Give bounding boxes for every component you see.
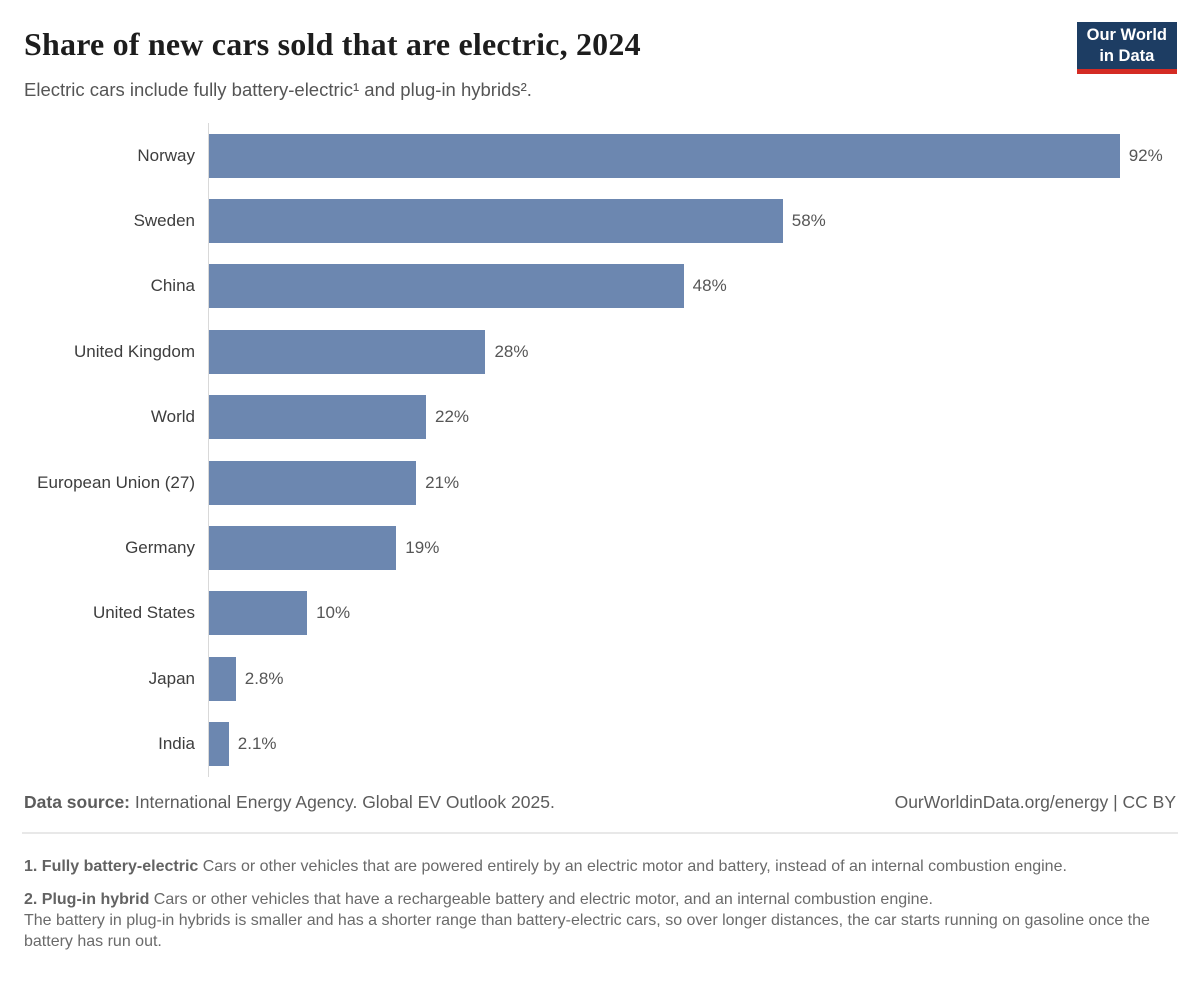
- bar[interactable]: [208, 526, 397, 571]
- bar[interactable]: [208, 656, 236, 701]
- y-axis-line: [208, 123, 209, 777]
- bar-value-label: 2.1%: [237, 734, 277, 754]
- owid-logo-line2: in Data: [1099, 47, 1155, 65]
- bar-value-label: 92%: [1128, 145, 1163, 165]
- page-title: Share of new cars sold that are electric…: [24, 26, 641, 62]
- bar-value-label: 2.8%: [244, 668, 284, 688]
- bar[interactable]: [208, 395, 427, 440]
- bar-label: Germany: [125, 538, 195, 558]
- bar[interactable]: [208, 591, 308, 636]
- chart-footer: Data source: International Energy Agency…: [24, 792, 1176, 813]
- bar-row: Japan 2.8%: [0, 646, 1200, 711]
- bar[interactable]: [208, 722, 229, 767]
- owid-logo: Our World in Data: [1076, 22, 1177, 74]
- bar-label: Sweden: [133, 211, 195, 231]
- footnote-2: 2. Plug-in hybrid Cars or other vehicles…: [24, 889, 1176, 952]
- bar[interactable]: [208, 329, 486, 374]
- bar[interactable]: [208, 264, 684, 309]
- footnote-1-text: Cars or other vehicles that are powered …: [198, 857, 1067, 875]
- bar-row: United Kingdom 28%: [0, 319, 1200, 384]
- footnote-2-continuation: The battery in plug-in hybrids is smalle…: [24, 911, 1150, 950]
- footnote-2-line1: 2. Plug-in hybrid Cars or other vehicles…: [24, 889, 1176, 910]
- bar-label: World: [150, 407, 195, 427]
- bar-value-label: 28%: [494, 341, 529, 361]
- bar[interactable]: [208, 199, 783, 244]
- bar-label: Norway: [137, 145, 195, 165]
- bar-value-label: 22%: [435, 407, 470, 427]
- page-subtitle: Electric cars include fully battery-elec…: [24, 79, 532, 100]
- divider: [22, 831, 1178, 834]
- bar-value-label: 58%: [791, 211, 826, 231]
- footnote-2-term: 2. Plug-in hybrid: [24, 890, 150, 908]
- chart-header: Share of new cars sold that are electric…: [0, 0, 1200, 102]
- chart-rows: Norway 92% Sweden 58% China 48% United Kingdom…: [0, 123, 1200, 777]
- bar-row: Norway 92%: [0, 123, 1200, 188]
- bar-label: China: [150, 276, 195, 296]
- bar-row: Germany 19%: [0, 515, 1200, 580]
- bar[interactable]: [208, 460, 417, 505]
- bar-label: United Kingdom: [74, 341, 195, 361]
- bar-row: United States 10%: [0, 581, 1200, 646]
- bar-row: World 22%: [0, 385, 1200, 450]
- data-source-text: International Energy Agency. Global EV O…: [130, 791, 555, 812]
- bar-value-label: 21%: [425, 472, 460, 492]
- footnotes: 1. Fully battery-electric Cars or other …: [24, 856, 1176, 952]
- footnote-2-text: Cars or other vehicles that have a recha…: [149, 890, 933, 908]
- bar-value-label: 48%: [692, 276, 727, 296]
- attribution: OurWorldinData.org/energy | CC BY: [894, 791, 1176, 812]
- bar-row: Sweden 58%: [0, 188, 1200, 253]
- bar-value-label: 19%: [405, 538, 440, 558]
- bar-label: India: [158, 734, 195, 754]
- data-source: Data source: International Energy Agency…: [24, 792, 555, 813]
- footnote-1: 1. Fully battery-electric Cars or other …: [24, 856, 1176, 877]
- owid-logo-line1: Our World: [1086, 26, 1167, 44]
- bar-value-label: 10%: [316, 603, 351, 623]
- footnote-1-term: 1. Fully battery-electric: [24, 857, 199, 875]
- data-source-label: Data source:: [24, 791, 131, 812]
- bar-label: Japan: [148, 668, 195, 688]
- bar[interactable]: [208, 133, 1120, 178]
- bar-label: United States: [92, 603, 195, 623]
- bar-label: European Union (27): [37, 472, 195, 492]
- bar-chart: Norway 92% Sweden 58% China 48% United Kingdom…: [0, 123, 1200, 777]
- bar-row: China 48%: [0, 254, 1200, 319]
- bar-row: India 2.1%: [0, 712, 1200, 777]
- bar-row: European Union (27) 21%: [0, 450, 1200, 515]
